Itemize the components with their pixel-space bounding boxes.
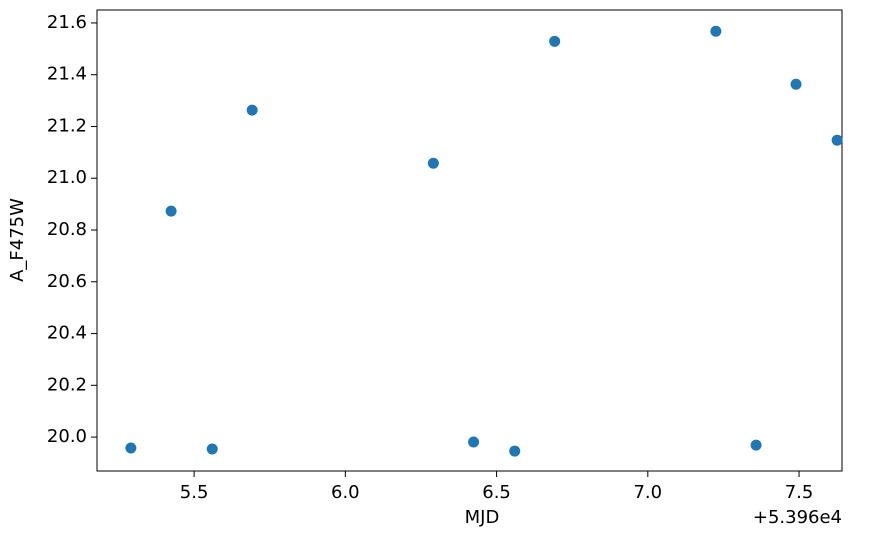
plot-frame [96, 9, 843, 472]
y-tick-label: 21.6 [47, 12, 87, 33]
y-tick-label: 21.4 [47, 64, 87, 85]
y-tick-label: 21.0 [47, 167, 87, 188]
scatter-point [468, 436, 480, 448]
x-tick-label: 5.5 [180, 482, 209, 503]
x-tick-label: 6.5 [482, 482, 511, 503]
scatter-point [246, 104, 258, 116]
x-tick-label: 7.5 [785, 482, 814, 503]
scatter-point [165, 205, 177, 217]
scatter-point [831, 134, 843, 146]
scatter-point [790, 78, 802, 90]
scatter-point [125, 442, 137, 454]
scatter-point [509, 445, 521, 457]
scatter-point [427, 157, 439, 169]
x-tick-label: 7.0 [633, 482, 662, 503]
x-tick-label: 6.0 [331, 482, 360, 503]
scatter-point [206, 443, 218, 455]
y-tick-label: 20.0 [47, 426, 87, 447]
y-tick-label: 20.8 [47, 219, 87, 240]
x-axis-label: MJD [465, 507, 500, 528]
scatter-point [710, 25, 722, 37]
scatter-point [750, 439, 762, 451]
y-tick-label: 21.2 [47, 115, 87, 136]
scatter-point [549, 35, 561, 47]
y-tick-label: 20.6 [47, 271, 87, 292]
x-offset-label: +5.396e4 [753, 507, 842, 528]
y-axis-label: A_F475W [7, 198, 28, 282]
y-tick-label: 20.2 [47, 374, 87, 395]
y-tick-label: 20.4 [47, 323, 87, 344]
